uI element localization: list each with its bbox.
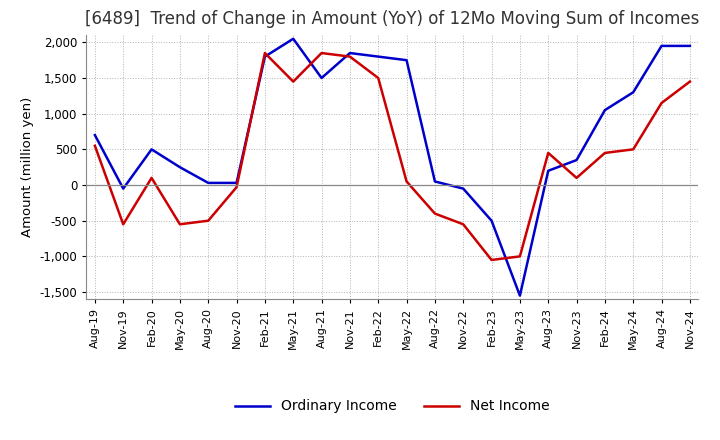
- Ordinary Income: [600, 107, 609, 113]
- Ordinary Income: [119, 186, 127, 191]
- Net Income: [119, 222, 127, 227]
- Net Income: [431, 211, 439, 216]
- Ordinary Income: [516, 293, 524, 298]
- Ordinary Income: [374, 54, 382, 59]
- Ordinary Income: [685, 43, 694, 48]
- Ordinary Income: [91, 132, 99, 138]
- Ordinary Income: [487, 218, 496, 224]
- Net Income: [261, 51, 269, 56]
- Ordinary Income: [657, 43, 666, 48]
- Net Income: [148, 175, 156, 180]
- Net Income: [318, 51, 326, 56]
- Net Income: [572, 175, 581, 180]
- Ordinary Income: [176, 165, 184, 170]
- Net Income: [685, 79, 694, 84]
- Line: Ordinary Income: Ordinary Income: [95, 39, 690, 296]
- Ordinary Income: [233, 180, 241, 186]
- Net Income: [657, 100, 666, 106]
- Net Income: [204, 218, 212, 224]
- Ordinary Income: [346, 51, 354, 56]
- Ordinary Income: [459, 186, 467, 191]
- Net Income: [402, 179, 411, 184]
- Net Income: [459, 222, 467, 227]
- Net Income: [289, 79, 297, 84]
- Net Income: [91, 143, 99, 148]
- Net Income: [600, 150, 609, 156]
- Y-axis label: Amount (million yen): Amount (million yen): [21, 97, 34, 237]
- Net Income: [233, 184, 241, 190]
- Ordinary Income: [544, 168, 552, 173]
- Net Income: [176, 222, 184, 227]
- Ordinary Income: [318, 75, 326, 81]
- Legend: Ordinary Income, Net Income: Ordinary Income, Net Income: [230, 394, 555, 419]
- Ordinary Income: [431, 179, 439, 184]
- Line: Net Income: Net Income: [95, 53, 690, 260]
- Ordinary Income: [289, 36, 297, 41]
- Net Income: [374, 75, 382, 81]
- Ordinary Income: [148, 147, 156, 152]
- Net Income: [346, 54, 354, 59]
- Ordinary Income: [629, 90, 637, 95]
- Title: [6489]  Trend of Change in Amount (YoY) of 12Mo Moving Sum of Incomes: [6489] Trend of Change in Amount (YoY) o…: [85, 10, 700, 28]
- Net Income: [544, 150, 552, 156]
- Ordinary Income: [204, 180, 212, 186]
- Ordinary Income: [261, 54, 269, 59]
- Net Income: [487, 257, 496, 263]
- Net Income: [516, 254, 524, 259]
- Ordinary Income: [402, 58, 411, 63]
- Net Income: [629, 147, 637, 152]
- Ordinary Income: [572, 158, 581, 163]
